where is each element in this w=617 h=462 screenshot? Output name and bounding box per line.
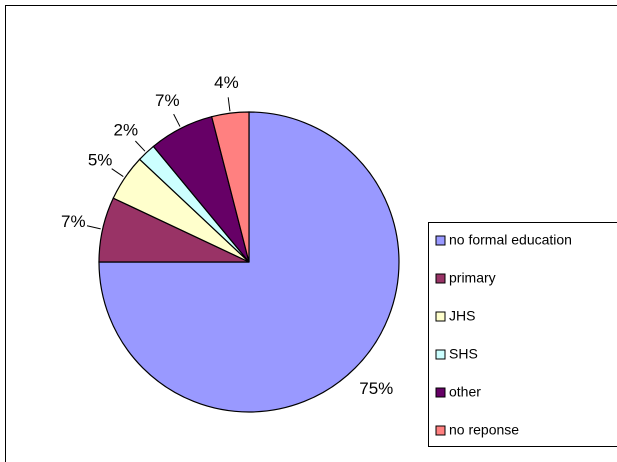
legend-swatch <box>435 235 446 246</box>
legend-swatch <box>435 349 446 360</box>
legend-label: SHS <box>449 346 478 362</box>
legend-swatch <box>435 425 446 436</box>
leader-line <box>173 113 181 127</box>
legend-label: primary <box>449 270 496 286</box>
leader-line <box>227 97 231 112</box>
data-label: 7% <box>61 212 86 231</box>
pie-slice <box>210 111 250 263</box>
legend-swatch <box>435 273 446 284</box>
legend-label: no reponse <box>449 422 519 438</box>
pie-slice <box>98 111 400 413</box>
data-label: 75% <box>359 379 393 398</box>
legend-label: JHS <box>449 308 475 324</box>
data-label: 5% <box>88 150 113 169</box>
legend-label: no formal education <box>449 232 572 248</box>
legend-swatch <box>435 387 446 398</box>
legend-label: other <box>449 384 481 400</box>
legend-box <box>428 222 617 447</box>
leader-line <box>135 140 146 152</box>
data-label: 2% <box>113 120 138 139</box>
legend: no formal education primary JHS SHS other no … <box>428 222 617 447</box>
leader-line <box>86 225 101 230</box>
legend-swatch <box>435 311 446 322</box>
data-label: 7% <box>155 91 180 110</box>
leader-line <box>111 168 124 177</box>
data-label: 4% <box>214 73 239 92</box>
